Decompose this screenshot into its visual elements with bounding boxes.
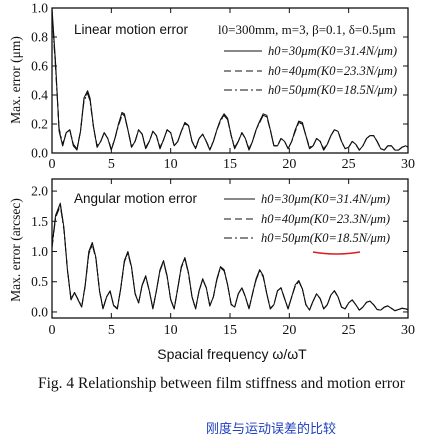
x-tick-label: 30 (401, 323, 415, 338)
series-lines (51, 7, 409, 151)
red-underline-annotation (312, 251, 361, 255)
linear-motion-error-panel: Linear motion error l0=300mm, m=3, β=0.1… (8, 1, 415, 173)
y-tick-label: 0.4 (31, 88, 48, 103)
y-tick-label: 0.2 (31, 117, 48, 132)
legend-entry: h0=40μm(K0=23.3N/μm) (261, 212, 390, 226)
x-tick-label: 20 (282, 157, 296, 172)
y-tick-label: 1.5 (31, 214, 48, 229)
y-tick-label: 0.8 (31, 30, 48, 45)
x-tick-label: 30 (401, 157, 415, 172)
y-tick-label: 2.0 (31, 184, 48, 199)
figure-caption: Fig. 4 Relationship between film stiffne… (38, 375, 405, 392)
series-lines (51, 202, 409, 312)
x-tick-label: 25 (342, 323, 356, 338)
series-line-dashdot (51, 13, 409, 151)
x-tick-label: 0 (49, 323, 56, 338)
angular-motion-error-panel: Angular motion error Max. error (arcsec)… (8, 178, 415, 362)
x-tick-label: 15 (223, 157, 237, 172)
axis-ticks: 0 5 10 15 20 25 30 0.0 0.2 0.4 0.6 0.8 1.0 (31, 1, 415, 173)
x-tick-label: 5 (108, 323, 115, 338)
panel-title: Linear motion error (74, 22, 189, 37)
x-tick-label: 10 (164, 323, 178, 338)
legend-entry: h0=50μm(K0=18.5N/μm) (268, 83, 397, 97)
series-line-dashdot (51, 205, 409, 312)
legend-entry: h0=30μm(K0=31.4N/μm) (261, 192, 390, 206)
axis-ticks: 0 5 10 15 20 25 30 0.0 0.5 1.0 1.5 2.0 (31, 179, 415, 338)
x-tick-label: 10 (164, 157, 178, 172)
legend-entry: h0=30μm(K0=31.4N/μm) (268, 44, 397, 58)
y-tick-label: 1.0 (31, 1, 48, 16)
y-tick-label: 0.6 (31, 59, 48, 74)
x-tick-label: 0 (49, 157, 56, 172)
x-tick-label: 25 (342, 157, 356, 172)
chinese-note: 刚度与运动误差的比较 (206, 422, 337, 437)
legend-entry: h0=50μm(K0=18.5N/μm) (261, 231, 390, 245)
parameter-text: l0=300mm, m=3, β=0.1, δ=0.5μm (218, 22, 396, 37)
x-tick-label: 15 (223, 323, 237, 338)
y-tick-label: 1.0 (31, 244, 48, 259)
y-tick-label: 0.0 (31, 304, 48, 319)
legend-entry: h0=40μm(K0=23.3N/μm) (268, 64, 397, 78)
legend: h0=30μm(K0=31.4N/μm) h0=40μm(K0=23.3N/μm… (224, 44, 397, 97)
y-tick-label: 0.0 (31, 146, 48, 161)
y-tick-label: 0.5 (31, 274, 48, 289)
panel-title: Angular motion error (74, 191, 198, 206)
y-axis-label: Max. error (μm) (8, 36, 23, 124)
y-axis-label: Max. error (arcsec) (8, 198, 23, 302)
x-tick-label: 20 (282, 323, 296, 338)
legend: h0=30μm(K0=31.4N/μm) h0=40μm(K0=23.3N/μm… (224, 192, 390, 255)
x-axis-label: Spacial frequency ω/ωT (157, 346, 307, 362)
x-tick-label: 5 (108, 157, 115, 172)
